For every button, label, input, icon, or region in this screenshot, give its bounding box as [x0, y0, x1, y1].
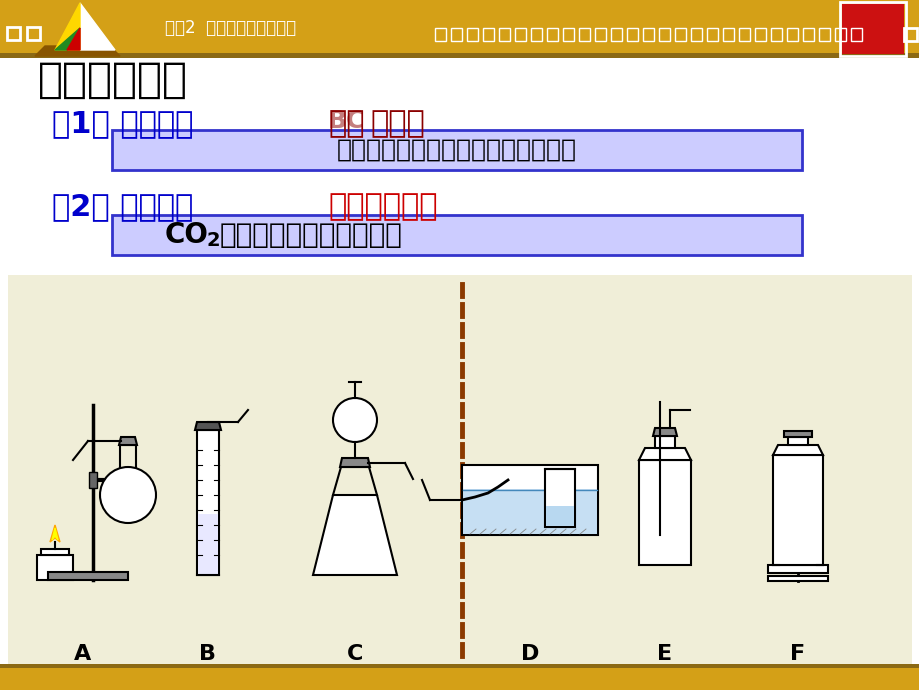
Bar: [7, 27, 20, 40]
Bar: [37, 555, 73, 580]
Bar: [738, 28, 749, 41]
Bar: [770, 28, 781, 41]
Polygon shape: [340, 458, 369, 467]
Bar: [767, 576, 827, 581]
Bar: [841, 4, 903, 54]
Bar: [0, 668, 919, 690]
Bar: [903, 28, 916, 41]
Polygon shape: [652, 428, 676, 436]
Bar: [197, 430, 219, 575]
Text: F: F: [789, 644, 805, 664]
Text: 课题2  二氧化碳制取的研究: 课题2 二氧化碳制取的研究: [165, 19, 296, 37]
Bar: [435, 28, 446, 41]
Polygon shape: [35, 46, 119, 56]
Bar: [627, 28, 637, 41]
Text: B: B: [199, 644, 216, 664]
Bar: [515, 28, 526, 41]
Bar: [610, 28, 621, 41]
Bar: [0, 664, 919, 668]
Polygon shape: [50, 525, 60, 542]
Text: （2） 收集装置: （2） 收集装置: [52, 193, 193, 221]
Polygon shape: [772, 445, 823, 455]
Bar: [462, 489, 596, 534]
Bar: [772, 455, 823, 565]
Bar: [112, 130, 801, 170]
Bar: [0, 53, 919, 58]
Bar: [198, 514, 218, 574]
Bar: [467, 28, 478, 41]
Bar: [27, 27, 40, 40]
Text: E: E: [657, 644, 672, 664]
Bar: [450, 28, 461, 41]
Bar: [818, 28, 829, 41]
Bar: [675, 28, 686, 41]
Polygon shape: [55, 28, 80, 50]
Bar: [654, 436, 675, 448]
Bar: [754, 28, 766, 41]
Text: 2: 2: [207, 230, 221, 250]
Circle shape: [100, 467, 156, 523]
Bar: [839, 2, 905, 56]
Text: （1） 发生装置: （1） 发生装置: [52, 110, 193, 139]
Bar: [767, 565, 827, 573]
Text: CO: CO: [165, 221, 209, 249]
Bar: [41, 549, 69, 555]
Polygon shape: [312, 495, 397, 575]
Bar: [595, 28, 606, 41]
Bar: [545, 506, 573, 526]
Text: C: C: [346, 644, 363, 664]
Bar: [0, 0, 919, 58]
Polygon shape: [67, 28, 80, 50]
Bar: [788, 437, 807, 445]
Bar: [562, 28, 573, 41]
Bar: [0, 58, 919, 664]
Bar: [834, 28, 845, 41]
Text: A: A: [74, 644, 92, 664]
Bar: [89, 472, 96, 488]
Polygon shape: [80, 3, 115, 50]
Text: 密度大于空气，能溶于水: 密度大于空气，能溶于水: [220, 221, 403, 249]
Text: 固液: 固液: [328, 110, 364, 139]
Text: 三、制取装置: 三、制取装置: [38, 59, 187, 101]
Polygon shape: [119, 437, 137, 445]
Bar: [850, 28, 861, 41]
Text: D: D: [520, 644, 539, 664]
Text: 常温型: 常温型: [369, 110, 425, 139]
Bar: [786, 28, 797, 41]
Polygon shape: [639, 448, 690, 460]
Text: 向上排空气法: 向上排空气法: [328, 193, 437, 221]
Bar: [639, 460, 690, 565]
Bar: [578, 28, 589, 41]
Bar: [482, 28, 494, 41]
Bar: [530, 28, 541, 41]
Polygon shape: [55, 3, 80, 50]
Bar: [544, 469, 574, 527]
Text: BC: BC: [328, 109, 365, 133]
Bar: [706, 28, 717, 41]
Bar: [658, 28, 669, 41]
Bar: [642, 28, 653, 41]
Text: 反应物是固体和液体，反应不需加热: 反应物是固体和液体，反应不需加热: [336, 138, 576, 162]
Bar: [783, 431, 811, 437]
Bar: [8, 275, 911, 664]
Bar: [112, 215, 801, 255]
Bar: [48, 572, 128, 580]
Bar: [461, 465, 597, 535]
Bar: [722, 28, 733, 41]
Bar: [690, 28, 701, 41]
Polygon shape: [195, 422, 221, 430]
Bar: [498, 28, 509, 41]
Bar: [802, 28, 813, 41]
Polygon shape: [52, 528, 58, 540]
Bar: [547, 28, 558, 41]
Circle shape: [333, 398, 377, 442]
